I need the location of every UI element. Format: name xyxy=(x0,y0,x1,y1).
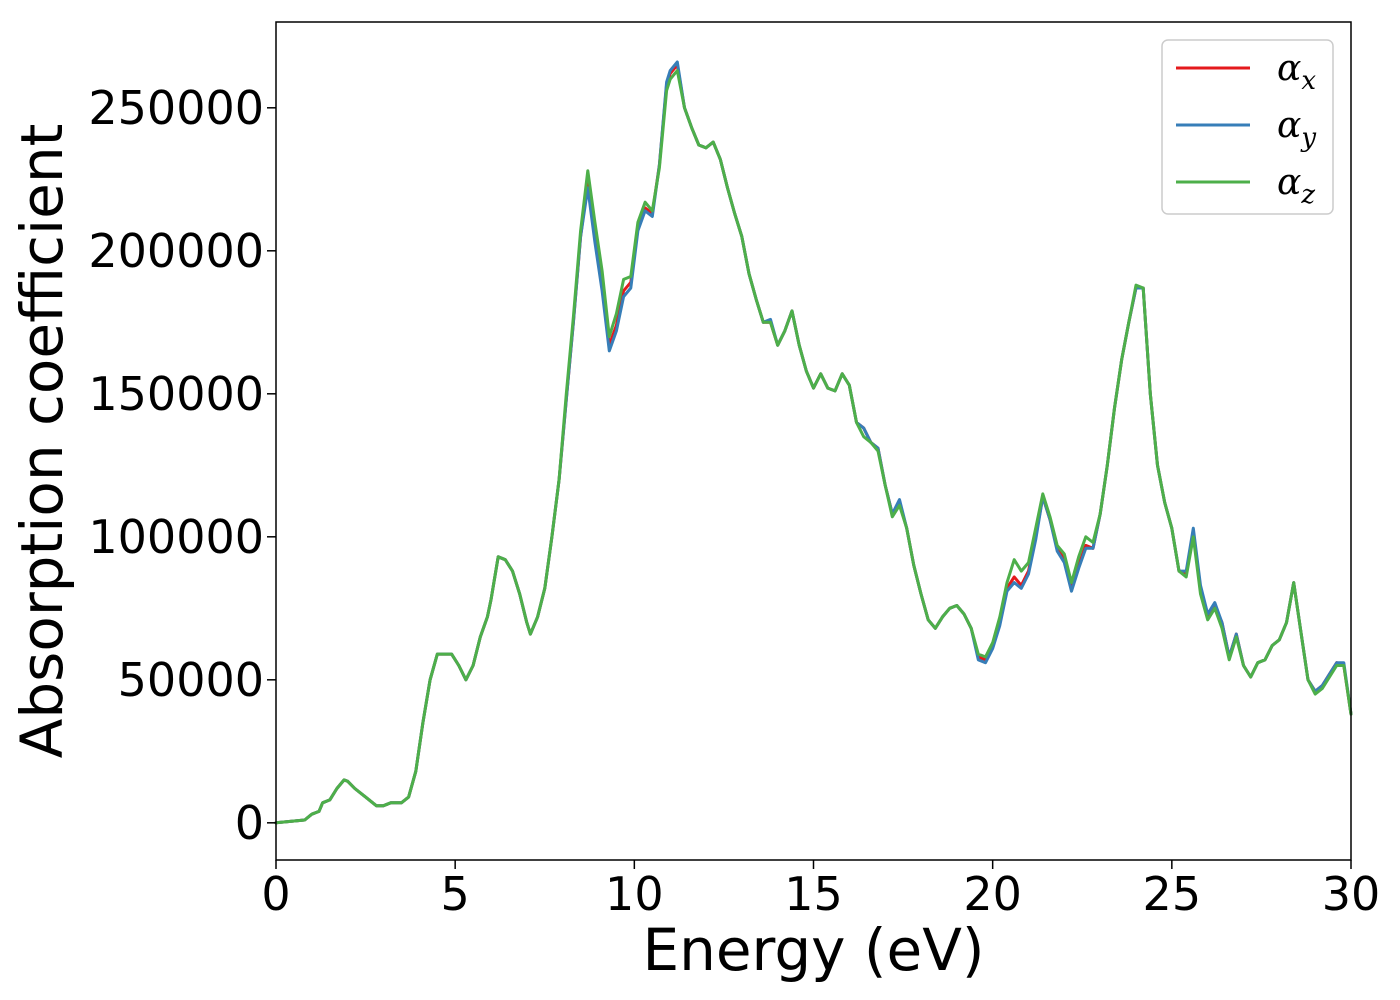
legend-subscript: z xyxy=(1300,180,1315,210)
y-tick-label: 50000 xyxy=(118,653,264,707)
y-axis: 0 50000 100000 150000 200000 250000 xyxy=(88,81,276,850)
y-tick-label: 150000 xyxy=(88,367,264,421)
legend-subscript: x xyxy=(1301,66,1316,96)
legend-symbol: α xyxy=(1277,162,1301,203)
y-axis-title: Absorption coefficient xyxy=(8,124,76,759)
legend-box xyxy=(1161,39,1334,215)
x-axis: 0 5 10 15 20 25 30 xyxy=(261,860,1380,921)
series-line-alpha_z xyxy=(274,69,1353,825)
x-tick-label: 20 xyxy=(963,867,1022,921)
legend-label: αy xyxy=(1277,105,1316,153)
legend-symbol: α xyxy=(1277,48,1301,89)
y-tick-label: 0 xyxy=(235,796,264,850)
x-tick-label: 30 xyxy=(1322,867,1381,921)
x-tick-label: 15 xyxy=(784,867,843,921)
x-tick-label: 25 xyxy=(1143,867,1202,921)
legend-subscript: y xyxy=(1300,123,1316,153)
legend-symbol: α xyxy=(1277,105,1301,146)
legend-label: αx xyxy=(1277,48,1316,96)
y-tick-label: 100000 xyxy=(88,510,264,564)
series-layer xyxy=(274,60,1353,825)
x-tick-label: 10 xyxy=(605,867,664,921)
x-axis-title: Energy (eV) xyxy=(642,916,984,984)
x-tick-label: 5 xyxy=(441,867,470,921)
y-tick-label: 250000 xyxy=(88,81,264,135)
x-tick-label: 0 xyxy=(261,867,290,921)
y-tick-label: 200000 xyxy=(88,224,264,278)
legend-label: αz xyxy=(1277,162,1315,210)
